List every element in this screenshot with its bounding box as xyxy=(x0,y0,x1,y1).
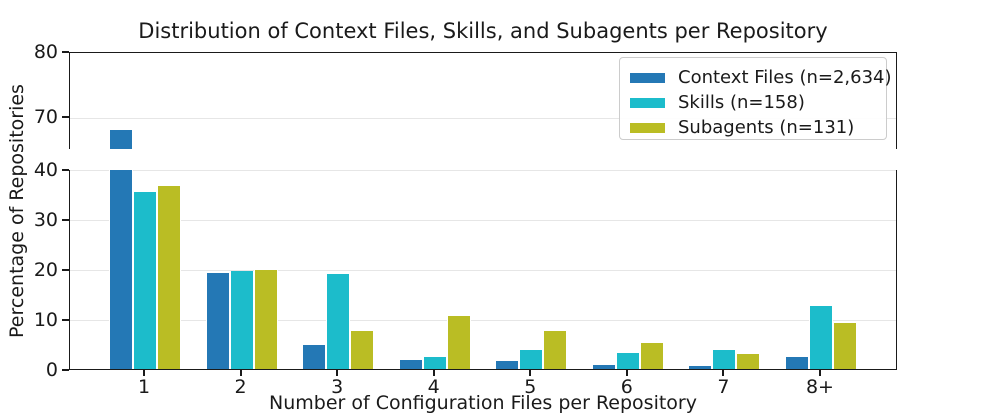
gridline xyxy=(70,170,896,171)
y-tick-label: 20 xyxy=(33,259,58,281)
legend-label: Subagents (n=131) xyxy=(678,117,855,138)
x-tick-mark xyxy=(818,370,821,376)
bar xyxy=(519,350,544,369)
y-tick-label: 80 xyxy=(33,41,58,63)
legend-swatch-skills xyxy=(630,97,665,108)
x-tick-mark xyxy=(336,370,339,376)
y-tick-label: 0 xyxy=(45,359,58,381)
bar xyxy=(784,357,809,369)
bar xyxy=(205,273,230,369)
x-tick-mark xyxy=(239,370,242,376)
y-tick-label: 40 xyxy=(33,159,58,181)
gridline xyxy=(70,320,896,321)
bar xyxy=(229,271,254,369)
x-tick-label: 2 xyxy=(234,376,247,398)
chart-title: Distribution of Context Files, Skills, a… xyxy=(138,19,828,43)
x-tick-label: 5 xyxy=(524,376,537,398)
bar xyxy=(109,170,133,369)
legend-label: Context Files (n=2,634) xyxy=(678,67,892,88)
bar xyxy=(688,365,713,369)
bar xyxy=(639,342,664,369)
bar xyxy=(446,315,471,369)
x-tick-mark xyxy=(529,370,532,376)
x-tick-label: 7 xyxy=(717,376,730,398)
bar xyxy=(543,331,568,369)
x-tick-label: 1 xyxy=(137,376,151,398)
bar xyxy=(591,364,616,369)
x-axis-label: Number of Configuration Files per Reposi… xyxy=(269,392,697,414)
legend-swatch-subagents xyxy=(630,122,665,133)
y-tick-mark xyxy=(62,269,69,271)
x-tick-mark xyxy=(143,370,145,376)
x-tick-label: 3 xyxy=(331,376,344,398)
legend-label: Skills (n=158) xyxy=(678,92,805,113)
y-tick-mark xyxy=(62,169,69,171)
y-tick-mark xyxy=(62,219,69,221)
legend-swatch-context-files xyxy=(630,72,665,83)
bottom-axis-panel xyxy=(69,170,897,370)
x-tick-mark xyxy=(432,370,435,376)
y-tick-label: 70 xyxy=(33,105,58,128)
bar xyxy=(350,331,375,369)
x-tick-label: 8+ xyxy=(805,376,834,398)
bar xyxy=(422,356,447,369)
y-tick-mark xyxy=(62,319,69,321)
y-tick-mark xyxy=(62,115,69,118)
legend-item: Context Files (n=2,634) xyxy=(630,65,892,90)
bar xyxy=(398,360,423,369)
y-tick-label: 10 xyxy=(33,309,58,331)
gridline xyxy=(70,220,896,221)
legend-item: Skills (n=158) xyxy=(630,90,886,115)
bar xyxy=(133,192,157,369)
bar xyxy=(832,323,857,369)
bar xyxy=(712,350,737,369)
bar xyxy=(157,186,181,369)
bar xyxy=(736,353,761,369)
gridline xyxy=(70,117,896,119)
legend: Context Files (n=2,634) Skills (n=158) S… xyxy=(619,57,892,140)
bar xyxy=(109,130,133,149)
x-tick-label: 4 xyxy=(427,376,440,398)
bar xyxy=(253,270,278,369)
gridline xyxy=(70,270,896,271)
legend-item: Subagents (n=131) xyxy=(630,115,886,140)
x-tick-mark xyxy=(722,370,725,376)
x-tick-label: 6 xyxy=(620,376,633,398)
x-tick-mark xyxy=(625,370,628,376)
y-tick-label: 30 xyxy=(33,209,58,231)
bar xyxy=(302,344,327,369)
y-tick-mark xyxy=(62,369,69,371)
bar xyxy=(808,305,833,369)
bar xyxy=(615,353,640,369)
bar xyxy=(326,274,351,369)
bar xyxy=(495,361,520,369)
y-tick-mark xyxy=(62,51,69,53)
